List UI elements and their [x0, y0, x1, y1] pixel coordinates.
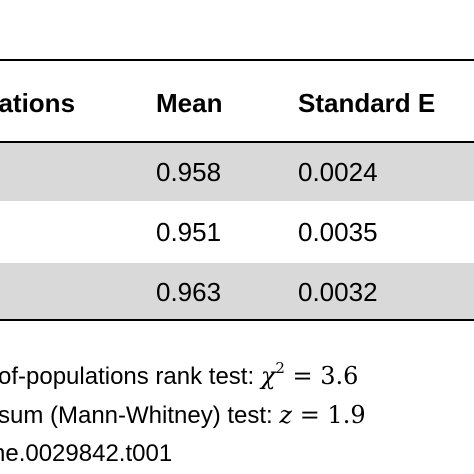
cell-standard-error: 0.0032	[298, 277, 378, 307]
cell-standard-error: 0.0035	[298, 217, 378, 247]
table-row: 0.958 0.0024	[0, 143, 474, 201]
header-mean: Mean	[156, 88, 223, 118]
footnote-rank-test-text: -of-populations rank test:	[0, 363, 261, 390]
z-value: = 1.9	[292, 401, 366, 429]
footnote-mann-whitney-text: -sum (Mann-Whitney) test:	[0, 402, 280, 429]
chi-superscript: 2	[275, 359, 285, 377]
footnote-mann-whitney: -sum (Mann-Whitney) test: z = 1.9	[0, 401, 366, 430]
table-bottom-rule	[0, 319, 474, 321]
table-row: 0.963 0.0032	[0, 263, 474, 321]
cell-mean: 0.951	[156, 217, 222, 247]
cell-mean: 0.958	[156, 157, 222, 187]
cell-mean: 0.963	[156, 277, 222, 307]
header-standard-error: Standard E	[298, 88, 436, 118]
chi-value: = 3.6	[284, 362, 359, 390]
footnote-doi: ne.0029842.t001	[0, 440, 173, 467]
table-header-rule	[0, 141, 474, 143]
footnote-rank-test: -of-populations rank test: χ2 = 3.6	[0, 359, 359, 391]
chi-symbol: χ	[260, 362, 276, 390]
header-observations: vations	[0, 88, 76, 118]
table-top-rule	[0, 59, 474, 61]
cell-standard-error: 0.0024	[298, 157, 378, 187]
z-symbol: z	[279, 401, 293, 429]
table-row: 0.951 0.0035	[0, 203, 474, 261]
